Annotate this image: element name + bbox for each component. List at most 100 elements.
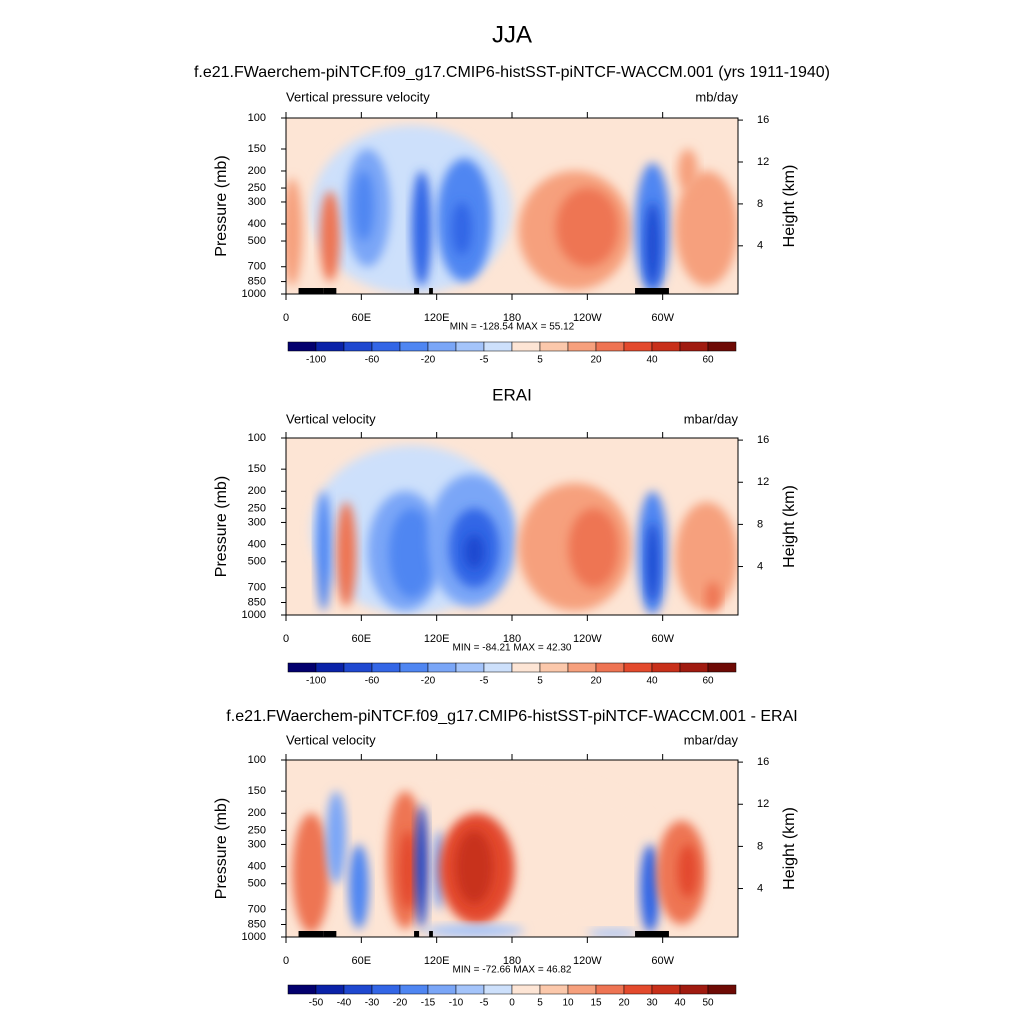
colorbar-box [539,341,569,352]
y2-tick-label: 8 [757,198,763,210]
colorbar-box [539,984,569,995]
colorbar-box [483,341,513,352]
contour-region [411,170,432,286]
x-tick-label: 60E [352,312,372,324]
panel-left-label: Vertical pressure velocity [286,89,430,104]
y-tick-label: 250 [248,182,266,194]
colorbar-label: -100 [306,676,326,687]
colorbar-label: 60 [702,355,714,366]
colorbar-label: -20 [421,676,436,687]
contour-region [640,844,661,934]
panel-title: f.e21.FWaerchem-piNTCF.f09_g17.CMIP6-his… [194,64,830,81]
x-tick-label: 180 [503,633,521,645]
colorbar-label: -5 [480,355,489,366]
y-tick-label: 100 [248,432,266,444]
colorbar-label: -20 [393,998,408,1009]
colorbar-box [707,341,737,352]
contour-field [286,118,738,294]
contour-region [424,924,525,937]
y-tick-label: 100 [248,754,266,766]
panel-right-label: mbar/day [684,732,739,747]
contour-region [675,502,738,612]
stats-label: MIN = -72.66 MAX = 46.82 [453,965,572,976]
colorbar-box [455,984,485,995]
x-tick-label: 60W [651,955,674,967]
colorbar-box [455,662,485,673]
contour-region [677,844,698,898]
colorbar-label: 40 [674,998,686,1009]
y2-tick-label: 4 [757,240,763,252]
colorbar-box [651,341,681,352]
contour-region [451,201,472,255]
colorbar-label: -60 [365,676,380,687]
colorbar-label: 30 [646,998,658,1009]
y-tick-label: 500 [248,556,266,568]
contour-field [286,438,738,615]
colorbar-box [567,341,597,352]
y-tick-label: 500 [248,235,266,247]
panel-right-label: mb/day [695,89,738,104]
contour-region [292,813,330,934]
colorbar-box [371,341,401,352]
contour-region [705,581,721,612]
colorbar-label: 20 [618,998,630,1009]
land-mask [327,288,337,294]
y2-axis-label: Height (km) [781,807,798,890]
x-tick-label: 60E [352,955,372,967]
x-tick-label: 120E [424,312,450,324]
colorbar-box [511,984,541,995]
contour-region [348,844,369,929]
land-mask [429,931,433,937]
colorbar-label: -20 [421,355,436,366]
y2-tick-label: 16 [757,114,769,126]
colorbar-box [679,984,709,995]
y2-tick-label: 8 [757,518,763,530]
y-tick-label: 850 [248,275,266,287]
colorbar-box [567,984,597,995]
colorbar-box [371,984,401,995]
y-tick-label: 400 [248,218,266,230]
colorbar-box [371,662,401,673]
colorbar-box [399,341,429,352]
x-tick-label: 120W [573,955,602,967]
colorbar-box [343,662,373,673]
colorbar-box [315,341,345,352]
y2-tick-label: 12 [757,156,769,168]
y-tick-label: 200 [248,165,266,177]
y-tick-label: 150 [248,143,266,155]
x-tick-label: 120E [424,955,450,967]
colorbar-box [567,662,597,673]
stats-label: MIN = -84.21 MAX = 42.30 [453,643,572,654]
contour-region [675,170,738,286]
y2-tick-label: 16 [757,756,769,768]
x-tick-label: 180 [503,955,521,967]
colorbar-box [511,662,541,673]
colorbar-box [679,341,709,352]
y2-tick-label: 12 [757,798,769,810]
y-tick-label: 1000 [242,609,266,621]
colorbar-box [707,984,737,995]
colorbar-box [511,341,541,352]
colorbar-box [651,984,681,995]
panel-title: f.e21.FWaerchem-piNTCF.f09_g17.CMIP6-his… [226,708,797,725]
y-tick-label: 250 [248,502,266,514]
colorbar-box [707,662,737,673]
y-tick-label: 700 [248,903,266,915]
land-mask [414,931,420,937]
y-tick-label: 200 [248,807,266,819]
colorbar-label: 40 [646,676,658,687]
y-tick-label: 300 [248,196,266,208]
colorbar-label: 5 [537,355,543,366]
contour-region [555,188,619,267]
contour-region [319,191,340,282]
colorbar-box [343,984,373,995]
colorbar-label: -15 [421,998,436,1009]
colorbar-label: -10 [449,998,464,1009]
y-tick-label: 850 [248,596,266,608]
y2-tick-label: 4 [757,882,763,894]
contour-region [646,522,659,603]
colorbar-box [595,341,625,352]
panel-left-label: Vertical velocity [286,732,376,747]
